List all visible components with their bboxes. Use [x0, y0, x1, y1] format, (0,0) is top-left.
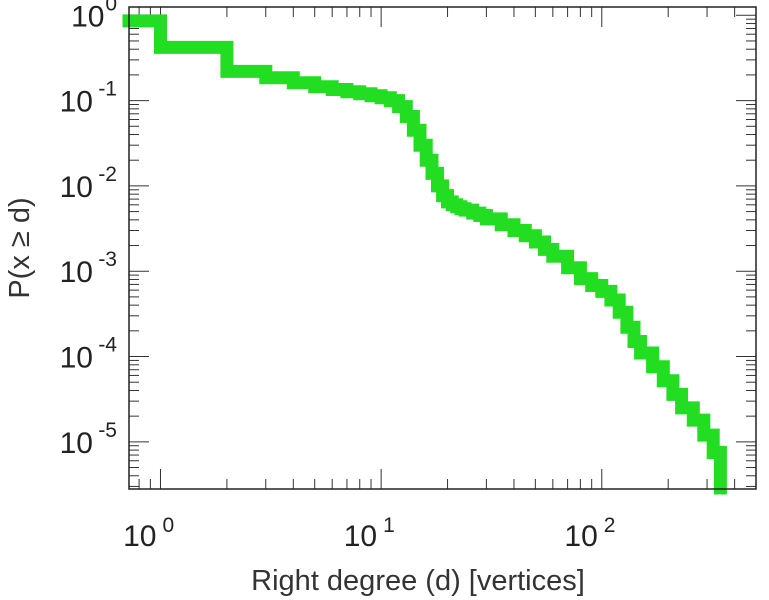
y-tick-exponent: -1 [98, 78, 117, 101]
y-tick-label: 10 [60, 427, 93, 460]
y-tick-exponent: -3 [98, 248, 117, 271]
y-tick-exponent: -5 [98, 419, 117, 442]
x-tick-exponent: 0 [162, 514, 174, 537]
series-line [122, 14, 727, 495]
x-tick-labels: 10 0 10 1 10 2 [123, 514, 615, 553]
y-tick-exponent: 0 [105, 0, 117, 15]
x-axis-label: Right degree (d) [vertices] [251, 565, 585, 597]
x-tick-label: 10 [564, 520, 597, 553]
axis-ticks [129, 7, 757, 489]
x-tick-label: 10 [123, 520, 156, 553]
y-tick-label: 10 [60, 171, 93, 204]
y-axis-label: P(x ≥ d) [4, 197, 36, 298]
y-tick-exponent: -2 [98, 163, 117, 186]
y-tick-label: 10 [60, 86, 93, 119]
y-tick-exponent: -4 [98, 334, 117, 357]
y-tick-label: 10 [60, 256, 93, 289]
x-tick-exponent: 1 [383, 514, 395, 537]
plot-frame [128, 6, 757, 490]
y-tick-label: 10 [60, 342, 93, 375]
y-tick-label: 10 [71, 0, 104, 33]
x-tick-label: 10 [344, 520, 377, 553]
x-tick-exponent: 2 [604, 514, 616, 537]
